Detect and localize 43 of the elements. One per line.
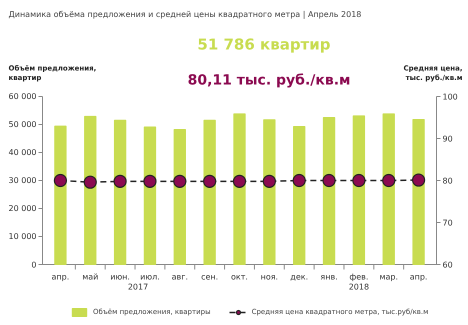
x-tick-label: окт. [231, 272, 248, 282]
x-tick-label: апр. [52, 272, 70, 282]
bar [322, 117, 336, 265]
bar [382, 113, 395, 265]
bar [203, 120, 216, 265]
x-tick-label: дек. [290, 272, 308, 282]
bar [293, 126, 306, 265]
x-tick-label: май [82, 272, 98, 282]
y-tick-label: 0 [31, 260, 37, 270]
bar [114, 120, 126, 265]
y2-tick-label: 100 [442, 92, 458, 102]
y2-tick-label: 80 [442, 176, 453, 186]
chart-title: Динамика объёма предложения и средней цены квадратного метра | Апрель 2018 [8, 10, 362, 19]
x-tick-label: мар. [379, 272, 398, 282]
bar [233, 113, 246, 265]
x-tick-label: авг. [172, 272, 188, 282]
bar [144, 126, 156, 265]
x-tick-label: июн. [110, 272, 130, 282]
bar [84, 116, 96, 265]
text: 2017 [128, 282, 148, 292]
x-tick-label: апр. [410, 272, 428, 282]
text: 51 786 квартир [197, 36, 331, 54]
bar [352, 115, 366, 265]
x-tick-label: сен. [201, 272, 218, 282]
bar [263, 119, 276, 265]
bar [54, 126, 67, 265]
x-tick-label: июл. [140, 272, 160, 282]
x-tick-label: ноя. [260, 272, 278, 282]
y2-tick-label: 70 [442, 218, 453, 228]
y2-tick-label: 60 [442, 260, 453, 270]
y-tick-label: 60 000 [8, 92, 37, 101]
y-tick-label: 50 000 [8, 120, 37, 129]
y2-tick-label: 90 [442, 134, 453, 144]
x-tick-label: янв. [320, 272, 338, 282]
text: 2018 [348, 282, 370, 292]
bar [174, 129, 186, 265]
text: 80,11 тыс. руб./кв.м [188, 72, 351, 88]
x-tick-label: фев. [349, 272, 368, 282]
y-tick-label: 30 000 [8, 176, 37, 185]
y-tick-label: 10 000 [8, 232, 37, 241]
y-tick-label: 20 000 [8, 204, 37, 213]
bar [412, 119, 425, 265]
y-tick-label: 40 000 [8, 148, 37, 157]
